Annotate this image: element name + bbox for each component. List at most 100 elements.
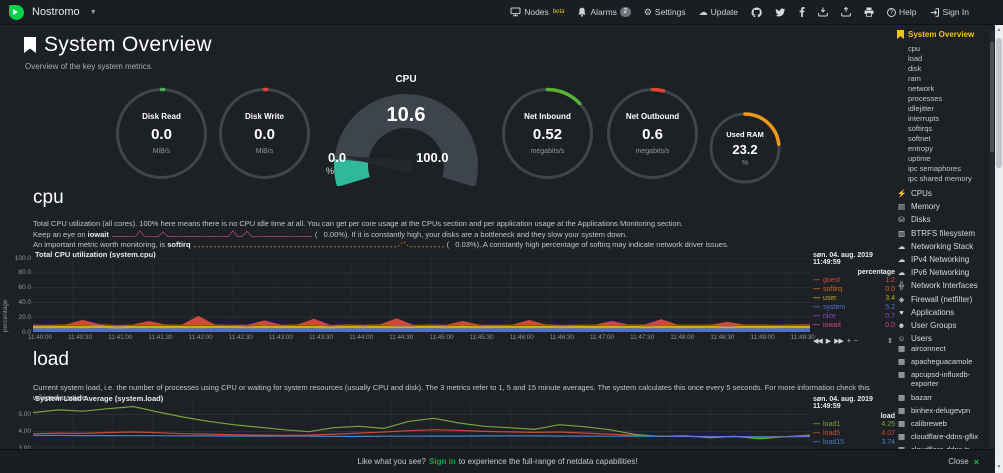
legend-value: 4.25 [881, 421, 895, 428]
legend-label: load5 [823, 430, 841, 437]
load-chart-legend: søn. 04. aug. 2019 11:49:59 load — load1 4… [813, 396, 895, 447]
sidebar-subitem-uptime[interactable]: uptime [908, 154, 931, 163]
help-button[interactable]: ? Help [887, 7, 917, 17]
sidebar-subitem-ipc-semaphores[interactable]: ipc semaphores [908, 164, 961, 173]
legend-row-user[interactable]: — user 3.4 [813, 294, 895, 303]
cpu-chart-plot[interactable] [33, 258, 810, 332]
host-selector[interactable]: Nostromo ▼ [9, 4, 97, 20]
scroll-down-icon[interactable]: ▼ [996, 464, 1002, 470]
sidebar-item-network-interfaces[interactable]: ╬ Network Interfaces [897, 279, 987, 292]
sidebar-subitem-cpu[interactable]: cpu [908, 44, 921, 53]
sidebar-item-ipv6-networking[interactable]: ☁ IPv6 Networking [897, 266, 987, 279]
sidebar-subitem-ram[interactable]: ram [908, 74, 921, 83]
x-tick-label: 11:48:00 [670, 334, 695, 341]
page-scrollbar-track[interactable] [995, 25, 1003, 473]
legend-row-guest[interactable]: — guest 1.2 [813, 276, 895, 285]
sidebar-item-calibreweb[interactable]: ▦ calibreweb [897, 417, 987, 430]
scroll-up-icon[interactable]: ▲ [996, 27, 1002, 33]
x-tick-label: 11:46:00 [509, 334, 534, 341]
gauge-cpu[interactable]: CPU 10.6 0.0 100.0 % [324, 74, 488, 186]
legend-swatch: — [813, 421, 820, 428]
sidebar-item-networking-stack[interactable]: ☁ Networking Stack [897, 240, 987, 253]
page-header: System Overview [24, 33, 212, 57]
sidebar-item-memory[interactable]: ▤ Memory [897, 200, 987, 213]
sidebar-scrollbar-thumb[interactable] [990, 42, 994, 152]
import-button[interactable] [818, 7, 828, 17]
sidebar-item-cloudflare-ddns-gflix[interactable]: ▦ cloudflare-ddns-gflix [897, 430, 987, 443]
sidebar-item-ipv4-networking[interactable]: ☁ IPv4 Networking [897, 253, 987, 266]
alarms-button[interactable]: Alarms 2 [577, 7, 631, 17]
facebook-button[interactable] [799, 7, 805, 17]
sidebar-item-applications[interactable]: ♥ Applications [897, 306, 987, 319]
github-icon [751, 6, 762, 17]
export-button[interactable] [841, 7, 851, 17]
gauge-net-outbound[interactable]: Net Outbound 0.6 megabits/s [605, 86, 700, 181]
signin-button[interactable]: Sign In [930, 7, 969, 17]
gauge-net-inbound[interactable]: Net Inbound 0.52 megabits/s [500, 86, 595, 181]
twitter-button[interactable] [775, 7, 786, 17]
hostname[interactable]: Nostromo [32, 6, 80, 18]
sidebar-item-bazarr[interactable]: ▦ bazarr [897, 391, 987, 404]
sidebar-subitem-softirqs[interactable]: softirqs [908, 124, 933, 133]
chart-resize-handle[interactable]: ⇕ [887, 338, 893, 345]
sidebar-item-btrfs-filesystem[interactable]: ▧ BTRFS filesystem [897, 227, 987, 240]
y-tick-label: 40.0 [18, 298, 31, 306]
sidebar-item-user-groups[interactable]: ☻ User Groups [897, 319, 987, 332]
cpu-desc-line3: An important metric worth monitoring, is… [33, 240, 729, 249]
banner-close-button[interactable]: Close × [948, 456, 979, 467]
footer-signin-link[interactable]: Sign in [429, 457, 456, 466]
close-icon: × [973, 456, 979, 467]
print-button[interactable] [864, 7, 874, 17]
gauge-disk-write[interactable]: Disk Write 0.0 MiB/s [217, 86, 312, 181]
legend-swatch: — [813, 313, 820, 320]
sidebar-subitem-interrupts[interactable]: interrupts [908, 114, 940, 123]
sidebar-item-label: Memory [911, 202, 940, 212]
sidebar-item-label: binhex-delugevpn [911, 405, 971, 415]
sidebar-item-airconnect[interactable]: ▦ airconnect [897, 342, 987, 355]
legend-row-load15[interactable]: — load15 3.74 [813, 438, 895, 447]
sidebar-item-label: bazarr [911, 392, 933, 402]
pan-forward-button[interactable]: ▶▶ [834, 338, 844, 345]
sidebar-subitem-network[interactable]: network [908, 84, 935, 93]
sidebar-item-firewall-netfilter[interactable]: ◈ Firewall (netfilter) [897, 293, 987, 306]
sidebar-subitem-entropy[interactable]: entropy [908, 144, 934, 153]
settings-button[interactable]: ⚙ Settings [643, 6, 686, 17]
nodes-button[interactable]: Nodes beta [510, 7, 564, 17]
sidebar-item-apcupsd-influxdb-exporter[interactable]: ▦ apcupsd-influxdb-exporter [897, 368, 987, 391]
pan-backward-button[interactable]: ◀◀ [813, 338, 823, 345]
sidebar-item-users[interactable]: ☺ Users [897, 332, 987, 345]
sidebar-item-cpus[interactable]: ⚡ CPUs [897, 187, 987, 200]
bookmark-icon [897, 30, 904, 39]
legend-row-system[interactable]: — system 5.2 [813, 303, 895, 312]
page-scrollbar-thumb[interactable] [996, 38, 1002, 168]
sidebar-subitem-idlejitter[interactable]: idlejitter [908, 104, 934, 113]
sidebar-item-system-overview[interactable]: System Overview [897, 30, 987, 39]
update-button[interactable]: ☁ Update [698, 6, 739, 17]
play-button[interactable]: ▶ [825, 338, 831, 345]
gauge-used-ram[interactable]: Used RAM 23.2% [708, 111, 782, 185]
sidebar-subitem-load[interactable]: load [908, 54, 923, 63]
legend-row-nice[interactable]: — nice 0.7 [813, 312, 895, 321]
legend-row-load1[interactable]: — load1 4.25 [813, 420, 895, 429]
sidebar-scrollbar-track[interactable] [990, 30, 994, 449]
sidebar-subitem-disk[interactable]: disk [908, 64, 922, 73]
sidebar-subitem-softnet[interactable]: softnet [908, 134, 931, 143]
zoom-out-button[interactable]: − [853, 338, 858, 345]
beta-badge: beta [552, 9, 565, 15]
legend-row-load5[interactable]: — load5 4.07 [813, 429, 895, 438]
zoom-in-button[interactable]: + [846, 338, 851, 345]
legend-row-softirq[interactable]: — softirq 0.0 [813, 285, 895, 294]
sidebar-subitem-ipc-shared-memory[interactable]: ipc shared memory [908, 174, 972, 183]
sidebar-item-label: apcupsd-influxdb-exporter [911, 369, 971, 389]
sidebar-item-apacheguacamole[interactable]: ▦ apacheguacamole [897, 355, 987, 368]
sidebar-item-disks[interactable]: ⛁ Disks [897, 213, 987, 226]
sidebar-item-binhex-delugevpn[interactable]: ▦ binhex-delugevpn [897, 404, 987, 417]
load-chart-plot[interactable] [33, 402, 810, 449]
right-sidebar-menu: System Overview cpu load disk ram network pro… [897, 30, 987, 454]
sidebar-subitem-processes[interactable]: processes [908, 94, 943, 103]
sidebar-item-label: IPv6 Networking [911, 268, 970, 278]
legend-row-iowait[interactable]: — iowait 0.0 [813, 321, 895, 330]
gauge-disk-read[interactable]: Disk Read 0.0 MiB/s [114, 86, 209, 181]
github-button[interactable] [751, 6, 762, 18]
legend-swatch: — [813, 295, 820, 302]
